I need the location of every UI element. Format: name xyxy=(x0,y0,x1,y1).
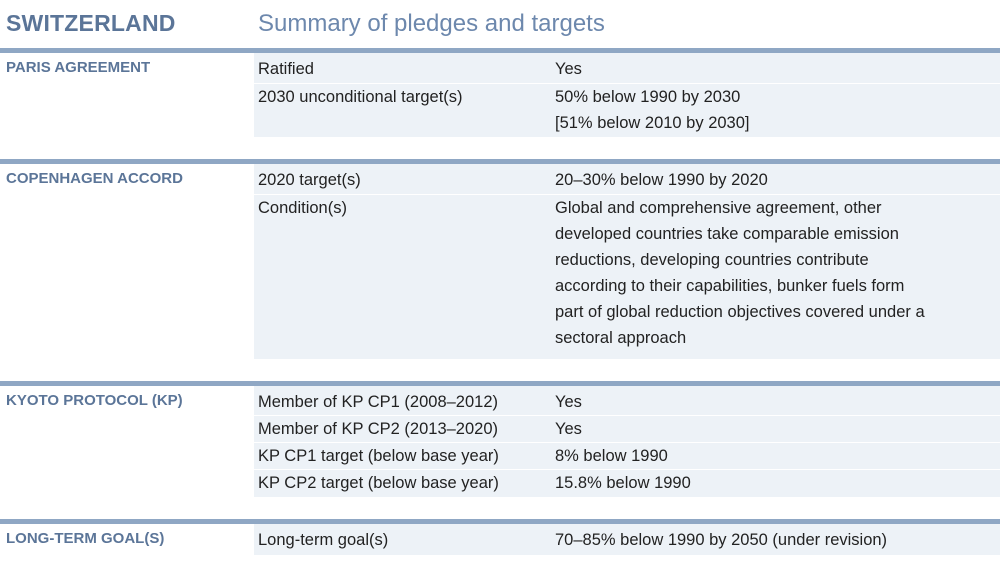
row-value: Yes xyxy=(555,389,995,415)
row-label: 2030 unconditional target(s) xyxy=(258,88,463,106)
row-value: Global and comprehensive agreement, othe… xyxy=(555,195,995,351)
row-value: Yes xyxy=(555,416,995,442)
row-separator xyxy=(254,83,1000,84)
row-separator xyxy=(254,469,1000,470)
row-separator xyxy=(254,442,1000,443)
row-label: Condition(s) xyxy=(258,199,347,217)
row-label: 2020 target(s) xyxy=(258,171,361,189)
row-value: Yes xyxy=(555,56,995,82)
row-label: Ratified xyxy=(258,60,314,78)
row-value-line: 70–85% below 1990 by 2050 (under revisio… xyxy=(555,531,888,549)
row-value: 70–85% below 1990 by 2050 (under revisio… xyxy=(555,527,995,553)
row-value-line: part of global reduction objectives cove… xyxy=(555,303,925,321)
row-value-line: 8% below 1990 xyxy=(555,447,668,465)
row-value-line: 15.8% below 1990 xyxy=(555,474,691,492)
section-divider xyxy=(0,159,1000,164)
page-subtitle: Summary of pledges and targets xyxy=(258,10,605,37)
country-title: SWITZERLAND xyxy=(6,10,176,36)
section-panel-longterm xyxy=(254,524,1000,555)
section-divider xyxy=(0,48,1000,53)
row-label: KP CP1 target (below base year) xyxy=(258,447,499,465)
row-value-line: 50% below 1990 by 2030 xyxy=(555,88,741,106)
row-value-line: according to their capabilities, bunker … xyxy=(555,277,905,295)
section-title-copenhagen: COPENHAGEN ACCORD xyxy=(6,170,183,187)
section-title-longterm: LONG-TERM GOAL(S) xyxy=(6,530,165,547)
section-panel-paris xyxy=(254,53,1000,137)
row-separator xyxy=(254,194,1000,195)
section-divider xyxy=(0,519,1000,524)
row-value: 20–30% below 1990 by 2020 xyxy=(555,167,995,193)
section-divider xyxy=(0,381,1000,386)
row-value-line: Global and comprehensive agreement, othe… xyxy=(555,199,882,217)
row-value-line: Yes xyxy=(555,420,582,438)
row-value-line: [51% below 2010 by 2030] xyxy=(555,114,750,132)
section-title-kyoto: KYOTO PROTOCOL (KP) xyxy=(6,392,183,409)
section-title-paris: PARIS AGREEMENT xyxy=(6,59,151,76)
row-value-line: 20–30% below 1990 by 2020 xyxy=(555,171,768,189)
row-value: 50% below 1990 by 2030 [51% below 2010 b… xyxy=(555,84,995,136)
row-label: KP CP2 target (below base year) xyxy=(258,474,499,492)
row-separator xyxy=(254,415,1000,416)
row-value-line: developed countries take comparable emis… xyxy=(555,225,899,243)
row-value: 8% below 1990 xyxy=(555,443,995,469)
row-value-line: sectoral approach xyxy=(555,329,687,347)
section-panel-kyoto xyxy=(254,386,1000,497)
row-value: 15.8% below 1990 xyxy=(555,470,995,496)
section-panel-copenhagen xyxy=(254,164,1000,359)
row-value-line: Yes xyxy=(555,60,582,78)
row-value-line: reductions, developing countries contrib… xyxy=(555,251,869,269)
page-header: SWITZERLAND Summary of pledges and targe… xyxy=(0,0,1000,46)
row-label: Long-term goal(s) xyxy=(258,531,389,549)
row-value-line: Yes xyxy=(555,393,582,411)
row-label: Member of KP CP1 (2008–2012) xyxy=(258,393,498,411)
row-label: Member of KP CP2 (2013–2020) xyxy=(258,420,498,438)
